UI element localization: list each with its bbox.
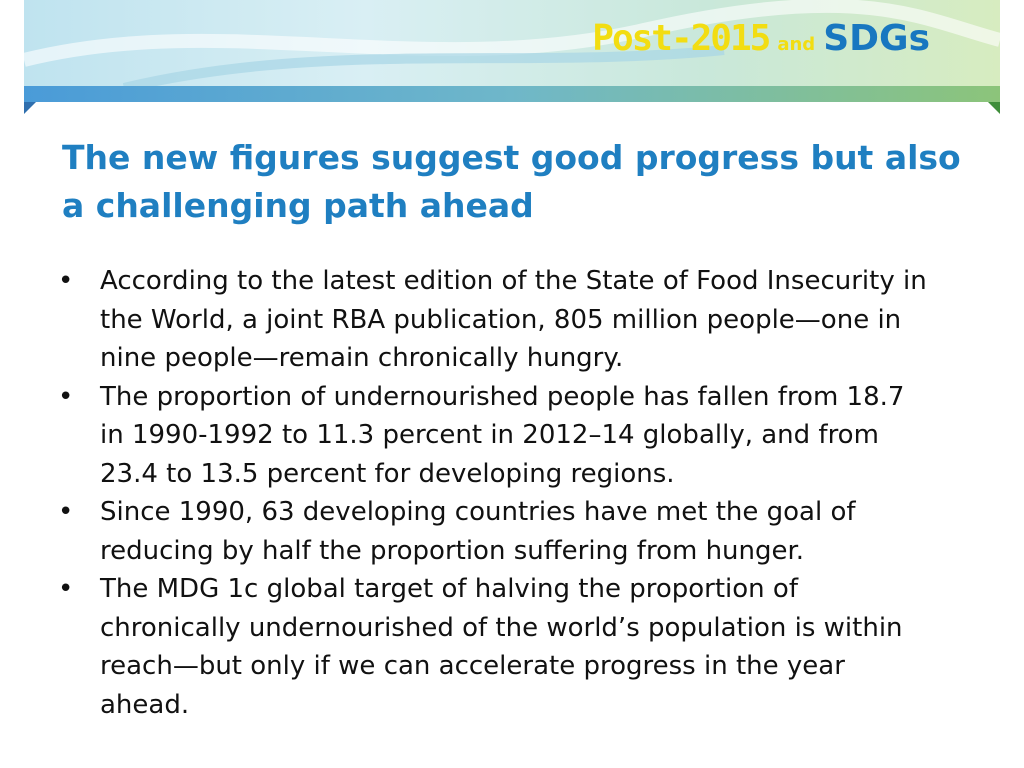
bullet: The MDG 1c global target of halving the … <box>58 570 928 724</box>
bullet: Since 1990, 63 developing countries have… <box>58 493 928 570</box>
strip-corner <box>988 102 1000 114</box>
strip-corner <box>24 102 36 114</box>
logo-and: and <box>777 34 816 55</box>
bullet: According to the latest edition of the S… <box>58 262 928 378</box>
header-strip <box>24 86 1000 102</box>
logo-sdgs: SDGs <box>823 18 930 59</box>
bullet-list: According to the latest edition of the S… <box>58 262 928 724</box>
header-banner: Post-2015 and SDGs <box>24 0 1000 88</box>
banner-swirls <box>24 0 1000 88</box>
logo: Post-2015 and SDGs <box>592 18 930 59</box>
logo-post2015: Post-2015 <box>592 18 771 59</box>
slide-title: The new figures suggest good progress bu… <box>62 138 961 225</box>
bullet: The proportion of undernourished people … <box>58 378 928 494</box>
